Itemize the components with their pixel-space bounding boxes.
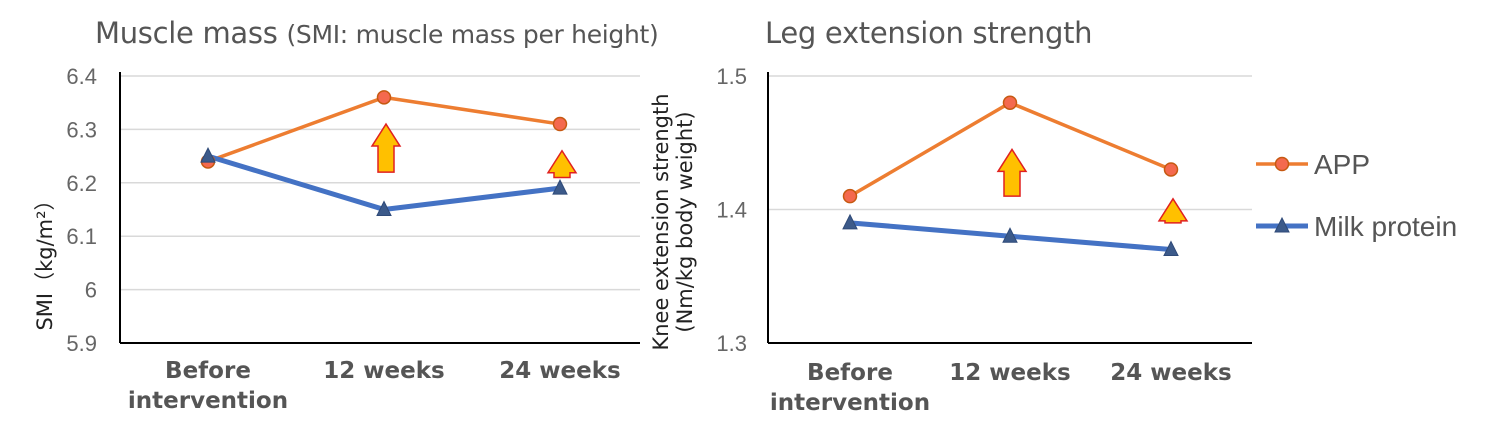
x-tick-label-line-0: 12 weeks	[949, 360, 1070, 386]
x-tick-label-line-0: Before	[165, 358, 251, 384]
legend-label-1: Milk protein	[1314, 211, 1457, 242]
data-point-app-0-1	[376, 90, 392, 105]
x-tick-label-1-2: 24 weeks	[1110, 360, 1231, 386]
y-axis-label-line-0: Knee extension strength	[649, 93, 673, 350]
data-point-milk-1-1	[1002, 227, 1018, 243]
improvement-arrow-0-0	[370, 122, 402, 173]
y-tick-label-1-0: 1.5	[716, 64, 747, 89]
data-point-milk-1-2	[1163, 240, 1179, 257]
x-tick-label-line-0: 24 weeks	[499, 358, 620, 384]
x-tick-label-line-0: 12 weeks	[323, 358, 444, 384]
y-tick-label-1-2: 1.3	[716, 331, 747, 356]
legend-marker-1	[1274, 216, 1290, 233]
improvement-arrow-1-1	[1157, 197, 1189, 224]
x-tick-label-0-0: Before intervention	[128, 358, 288, 414]
x-tick-label-line-0: Before	[807, 360, 893, 386]
data-point-app-1-1	[1002, 95, 1018, 110]
y-tick-label-0-1: 6.3	[66, 117, 97, 142]
y-axis-label-1: Knee extension strength(Nm/kg body weigh…	[649, 93, 697, 350]
y-axis-label-0: SMI（kg/m²）	[33, 189, 57, 330]
chart-title-muscle-mass: Muscle mass (SMI: muscle mass per height…	[95, 16, 659, 50]
improvement-arrow-0-1	[546, 149, 578, 179]
data-point-milk-0-1	[376, 200, 392, 216]
data-point-app-1-2	[1163, 162, 1179, 177]
chart-title-leg-strength: Leg extension strength	[765, 16, 1093, 50]
x-tick-label-1-1: 12 weeks	[949, 360, 1070, 386]
legend-marker-0	[1274, 156, 1290, 172]
x-tick-label-line-1: intervention	[128, 388, 288, 414]
improvement-arrow-1-0	[996, 148, 1028, 197]
data-point-milk-1-0	[842, 213, 858, 230]
chart-subtitle: (SMI: muscle mass per height)	[286, 20, 659, 49]
data-point-app-1-0	[842, 188, 858, 204]
y-tick-label-0-0: 6.4	[66, 64, 97, 89]
legend-label-0: APP	[1314, 149, 1370, 180]
data-point-app-0-2	[552, 116, 568, 132]
data-point-milk-0-0	[200, 146, 216, 163]
y-axis-label-line-1: (Nm/kg body weight)	[673, 111, 697, 332]
x-tick-label-1-0: Before intervention	[770, 360, 930, 416]
data-point-milk-0-2	[552, 179, 568, 195]
y-tick-label-0-2: 6.2	[66, 171, 97, 196]
y-tick-label-0-3: 6.1	[66, 224, 97, 249]
x-tick-label-0-2: 24 weeks	[499, 358, 620, 384]
y-tick-label-0-4: 6	[85, 278, 97, 303]
x-tick-label-line-1: intervention	[770, 390, 930, 416]
y-tick-label-1-1: 1.4	[716, 198, 747, 223]
y-tick-label-0-5: 5.9	[66, 331, 97, 356]
x-tick-label-0-1: 12 weeks	[323, 358, 444, 384]
x-tick-label-line-0: 24 weeks	[1110, 360, 1231, 386]
